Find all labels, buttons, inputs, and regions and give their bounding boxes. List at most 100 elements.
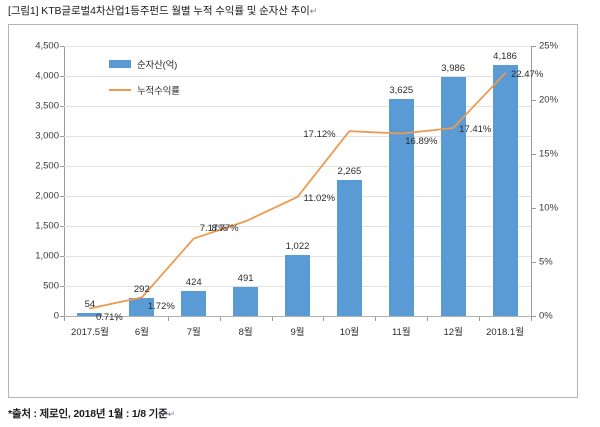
x-axis-tick-label: 7월 (186, 327, 201, 338)
legend-label-cumulative-return: 누적수익률 (137, 86, 180, 97)
bar (181, 290, 207, 316)
y-axis-left-tick-mark (60, 196, 64, 197)
gridline (64, 226, 531, 227)
bar (388, 98, 414, 316)
x-axis-tick-mark (64, 317, 65, 321)
bar (285, 254, 310, 316)
y-axis-left-line (64, 46, 65, 317)
y-axis-left-tick-mark (60, 106, 64, 107)
line-value-label: 22.47% (511, 69, 544, 81)
line-value-label: 1.72% (147, 301, 175, 313)
legend-label-net-assets: 순자산(억) (137, 60, 178, 71)
line-path (89, 72, 506, 310)
y-axis-left-tick-mark (60, 46, 64, 47)
bar-value-label: 54 (84, 298, 96, 310)
y-axis-left-tick-label: 2,500 (35, 160, 59, 172)
plot-area: 0.71% 1.72% 7.17% 8.77% 11.02% 17.12% 16.89% 17… (64, 46, 543, 323)
legend-item-net-assets: 순자산(억) (109, 57, 180, 71)
y-axis-left-tick-mark (60, 136, 64, 137)
legend-line-swatch-icon (109, 89, 131, 91)
y-axis-right-tick-mark (532, 262, 536, 263)
y-axis-left-tick-label: 1,500 (35, 220, 59, 232)
y-axis-left-tick-mark (60, 256, 64, 257)
bar (492, 64, 518, 316)
y-axis-right-tick-label: 15% (539, 148, 559, 160)
y-axis-left-tick-mark (60, 226, 64, 227)
x-axis-tick-label: 10월 (339, 327, 360, 338)
x-axis-tick-label: 2018.1월 (486, 327, 524, 338)
bar (233, 286, 259, 316)
y-axis-left-tick-label: 0 (53, 310, 59, 322)
x-axis-tick-mark (271, 317, 273, 321)
bar-value-label: 3,625 (389, 84, 414, 96)
bar (129, 298, 155, 316)
y-axis-right-line (531, 46, 532, 317)
x-axis-tick-label: 12월 (443, 327, 463, 338)
x-axis-tick-label: 9월 (290, 327, 305, 338)
bar-value-label: 292 (133, 284, 150, 296)
y-axis-right-tick-label: 20% (539, 94, 559, 106)
gridline (64, 106, 531, 107)
y-axis-right-tick-label: 0% (539, 310, 553, 322)
gridline (64, 316, 531, 317)
x-axis-tick-mark (531, 317, 532, 321)
y-axis-right-tick-mark (532, 208, 536, 209)
x-axis-tick-label: 2017.5월 (71, 327, 109, 338)
bar-value-label: 3,986 (441, 62, 466, 74)
y-axis-left-tick-mark (60, 76, 64, 77)
bar-value-label: 4,186 (493, 50, 517, 62)
y-axis-left-tick-label: 1,000 (35, 250, 59, 262)
line-value-label: 7.17% (199, 222, 227, 234)
figure-caption: [그림1] KTB글로벌4차산업1등주펀드 월별 누적 수익률 및 순자산 추이… (8, 4, 317, 18)
chart-container: 0 500 1,000 1,500 2,000 2,500 3,000 3,500 4,000 4… (8, 24, 578, 398)
x-axis-tick-mark (375, 317, 377, 321)
line-value-label: 0.71% (95, 312, 123, 324)
x-axis-tick-mark (167, 317, 169, 321)
paragraph-mark-icon: ↵ (309, 6, 318, 16)
source-note-text: *출처 : 제로인, 2018년 1월 : 1/8 기준 (8, 408, 168, 420)
line-value-label: 8.77% (211, 223, 239, 235)
y-axis-right-tick-mark (532, 100, 536, 101)
x-axis-tick-mark (219, 317, 221, 321)
legend-bar-swatch-icon (109, 60, 131, 68)
gridline (64, 166, 531, 167)
y-axis-right-tick-mark (532, 154, 536, 155)
y-axis-left-tick-label: 4,500 (35, 40, 59, 52)
x-axis-tick-mark (115, 317, 117, 321)
line-value-label: 16.89% (405, 135, 438, 147)
line-value-label: 17.41% (459, 123, 492, 135)
y-axis-left-tick-label: 500 (43, 280, 59, 292)
bar-value-label: 1,022 (285, 240, 310, 252)
x-axis-tick-mark (427, 317, 429, 321)
y-axis-right-tick-label: 10% (539, 202, 559, 214)
gridline (64, 136, 531, 137)
y-axis-right-tick-label: 25% (539, 40, 559, 52)
line-value-label: 17.12% (303, 129, 336, 141)
x-axis-tick-label: 11월 (391, 327, 411, 338)
y-axis-left-tick-label: 2,000 (35, 190, 59, 202)
y-axis-right-tick-mark (532, 316, 536, 317)
figure-caption-text: [그림1] KTB글로벌4차산업1등주펀드 월별 누적 수익률 및 순자산 추이 (8, 5, 310, 17)
bar (77, 312, 103, 316)
y-axis-left-tick-mark (60, 286, 64, 287)
y-axis-left-tick-mark (60, 316, 64, 317)
gridline (64, 76, 531, 77)
x-axis-tick-label: 6월 (134, 327, 149, 338)
y-axis-left-tick-label: 4,000 (35, 70, 59, 82)
bar-value-label: 424 (185, 276, 202, 288)
bar-value-label: 491 (237, 272, 254, 284)
line-value-label: 11.02% (303, 192, 336, 204)
bar-value-label: 2,265 (337, 166, 362, 178)
y-axis-right-tick-label: 5% (539, 256, 553, 268)
x-axis-tick-mark (479, 317, 481, 321)
bar (440, 76, 466, 316)
line-series (89, 72, 506, 310)
paragraph-mark-icon: ↵ (167, 409, 176, 419)
bar (336, 180, 362, 316)
x-axis-tick-mark (323, 317, 325, 321)
y-axis-left-tick-label: 3,000 (35, 130, 59, 142)
source-note: *출처 : 제로인, 2018년 1월 : 1/8 기준↵ (8, 406, 175, 421)
y-axis-left-tick-mark (60, 166, 64, 167)
y-axis-left-tick-label: 3,500 (35, 100, 59, 112)
chart-legend: 순자산(억) 누적수익률 (109, 57, 180, 109)
